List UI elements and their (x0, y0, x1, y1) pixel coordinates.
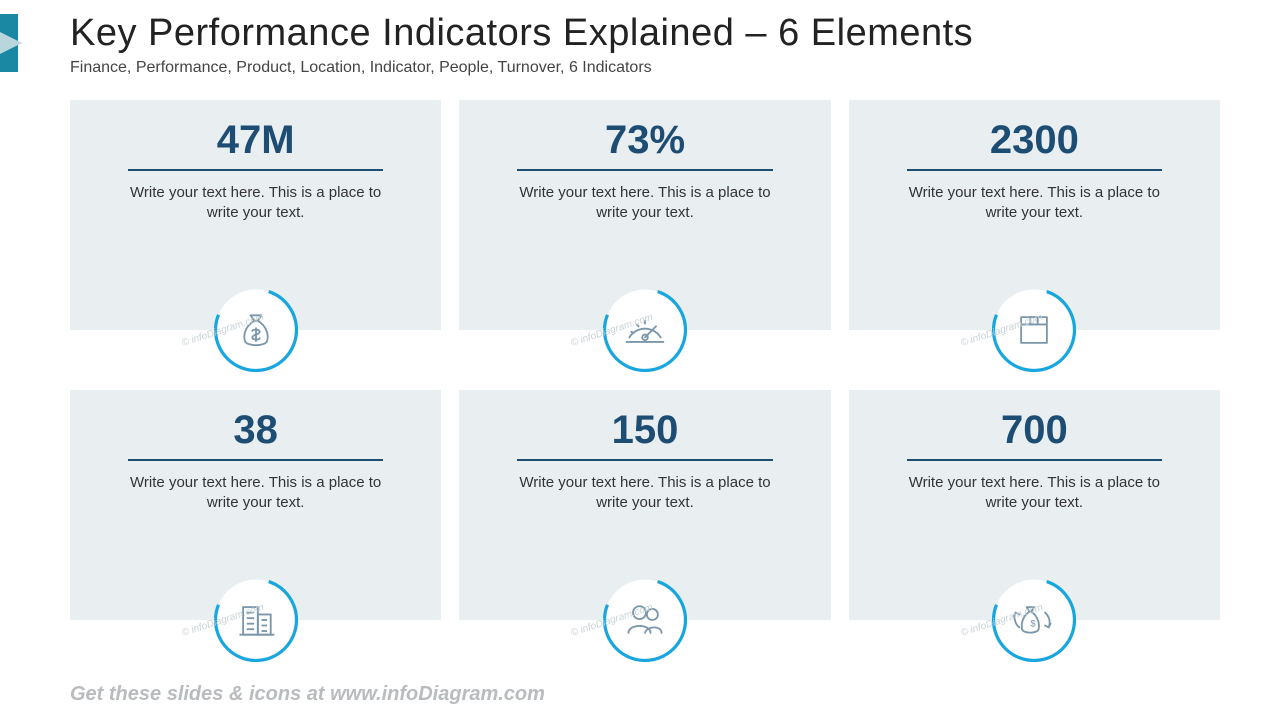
kpi-value: 2300 (879, 118, 1190, 163)
money-cycle-icon: $ (988, 574, 1080, 666)
kpi-description: Write your text here. This is a place to… (100, 183, 411, 224)
kpi-description: Write your text here. This is a place to… (100, 473, 411, 514)
kpi-divider (128, 169, 383, 171)
title-block: Key Performance Indicators Explained – 6… (70, 12, 1220, 77)
gauge-icon (599, 284, 691, 376)
people-icon (599, 574, 691, 666)
kpi-value: 700 (879, 408, 1190, 453)
kpi-card: 700 Write your text here. This is a plac… (849, 390, 1220, 620)
footer-text: Get these slides & icons at www.infoDiag… (70, 683, 545, 706)
kpi-divider (128, 459, 383, 461)
kpi-description: Write your text here. This is a place to… (489, 183, 800, 224)
sidebar-notch (0, 32, 22, 54)
kpi-description: Write your text here. This is a place to… (879, 183, 1190, 224)
kpi-card: 47M Write your text here. This is a plac… (70, 100, 441, 330)
kpi-card: 150 Write your text here. This is a plac… (459, 390, 830, 620)
kpi-value: 73% (489, 118, 800, 163)
page-title: Key Performance Indicators Explained – 6… (70, 12, 1220, 55)
kpi-grid: 47M Write your text here. This is a plac… (70, 100, 1220, 620)
kpi-description: Write your text here. This is a place to… (489, 473, 800, 514)
kpi-value: 38 (100, 408, 411, 453)
building-icon (210, 574, 302, 666)
kpi-value: 150 (489, 408, 800, 453)
kpi-divider (517, 459, 772, 461)
money-bag-icon (210, 284, 302, 376)
kpi-description: Write your text here. This is a place to… (879, 473, 1190, 514)
kpi-divider (907, 459, 1162, 461)
kpi-value: 47M (100, 118, 411, 163)
kpi-divider (517, 169, 772, 171)
box-icon (988, 284, 1080, 376)
slide: Key Performance Indicators Explained – 6… (0, 0, 1280, 720)
svg-text:$: $ (1031, 618, 1036, 628)
page-subtitle: Finance, Performance, Product, Location,… (70, 59, 1220, 77)
kpi-card: 73% Write your text here. This is a plac… (459, 100, 830, 330)
kpi-card: 2300 Write your text here. This is a pla… (849, 100, 1220, 330)
kpi-divider (907, 169, 1162, 171)
kpi-card: 38 Write your text here. This is a place… (70, 390, 441, 620)
